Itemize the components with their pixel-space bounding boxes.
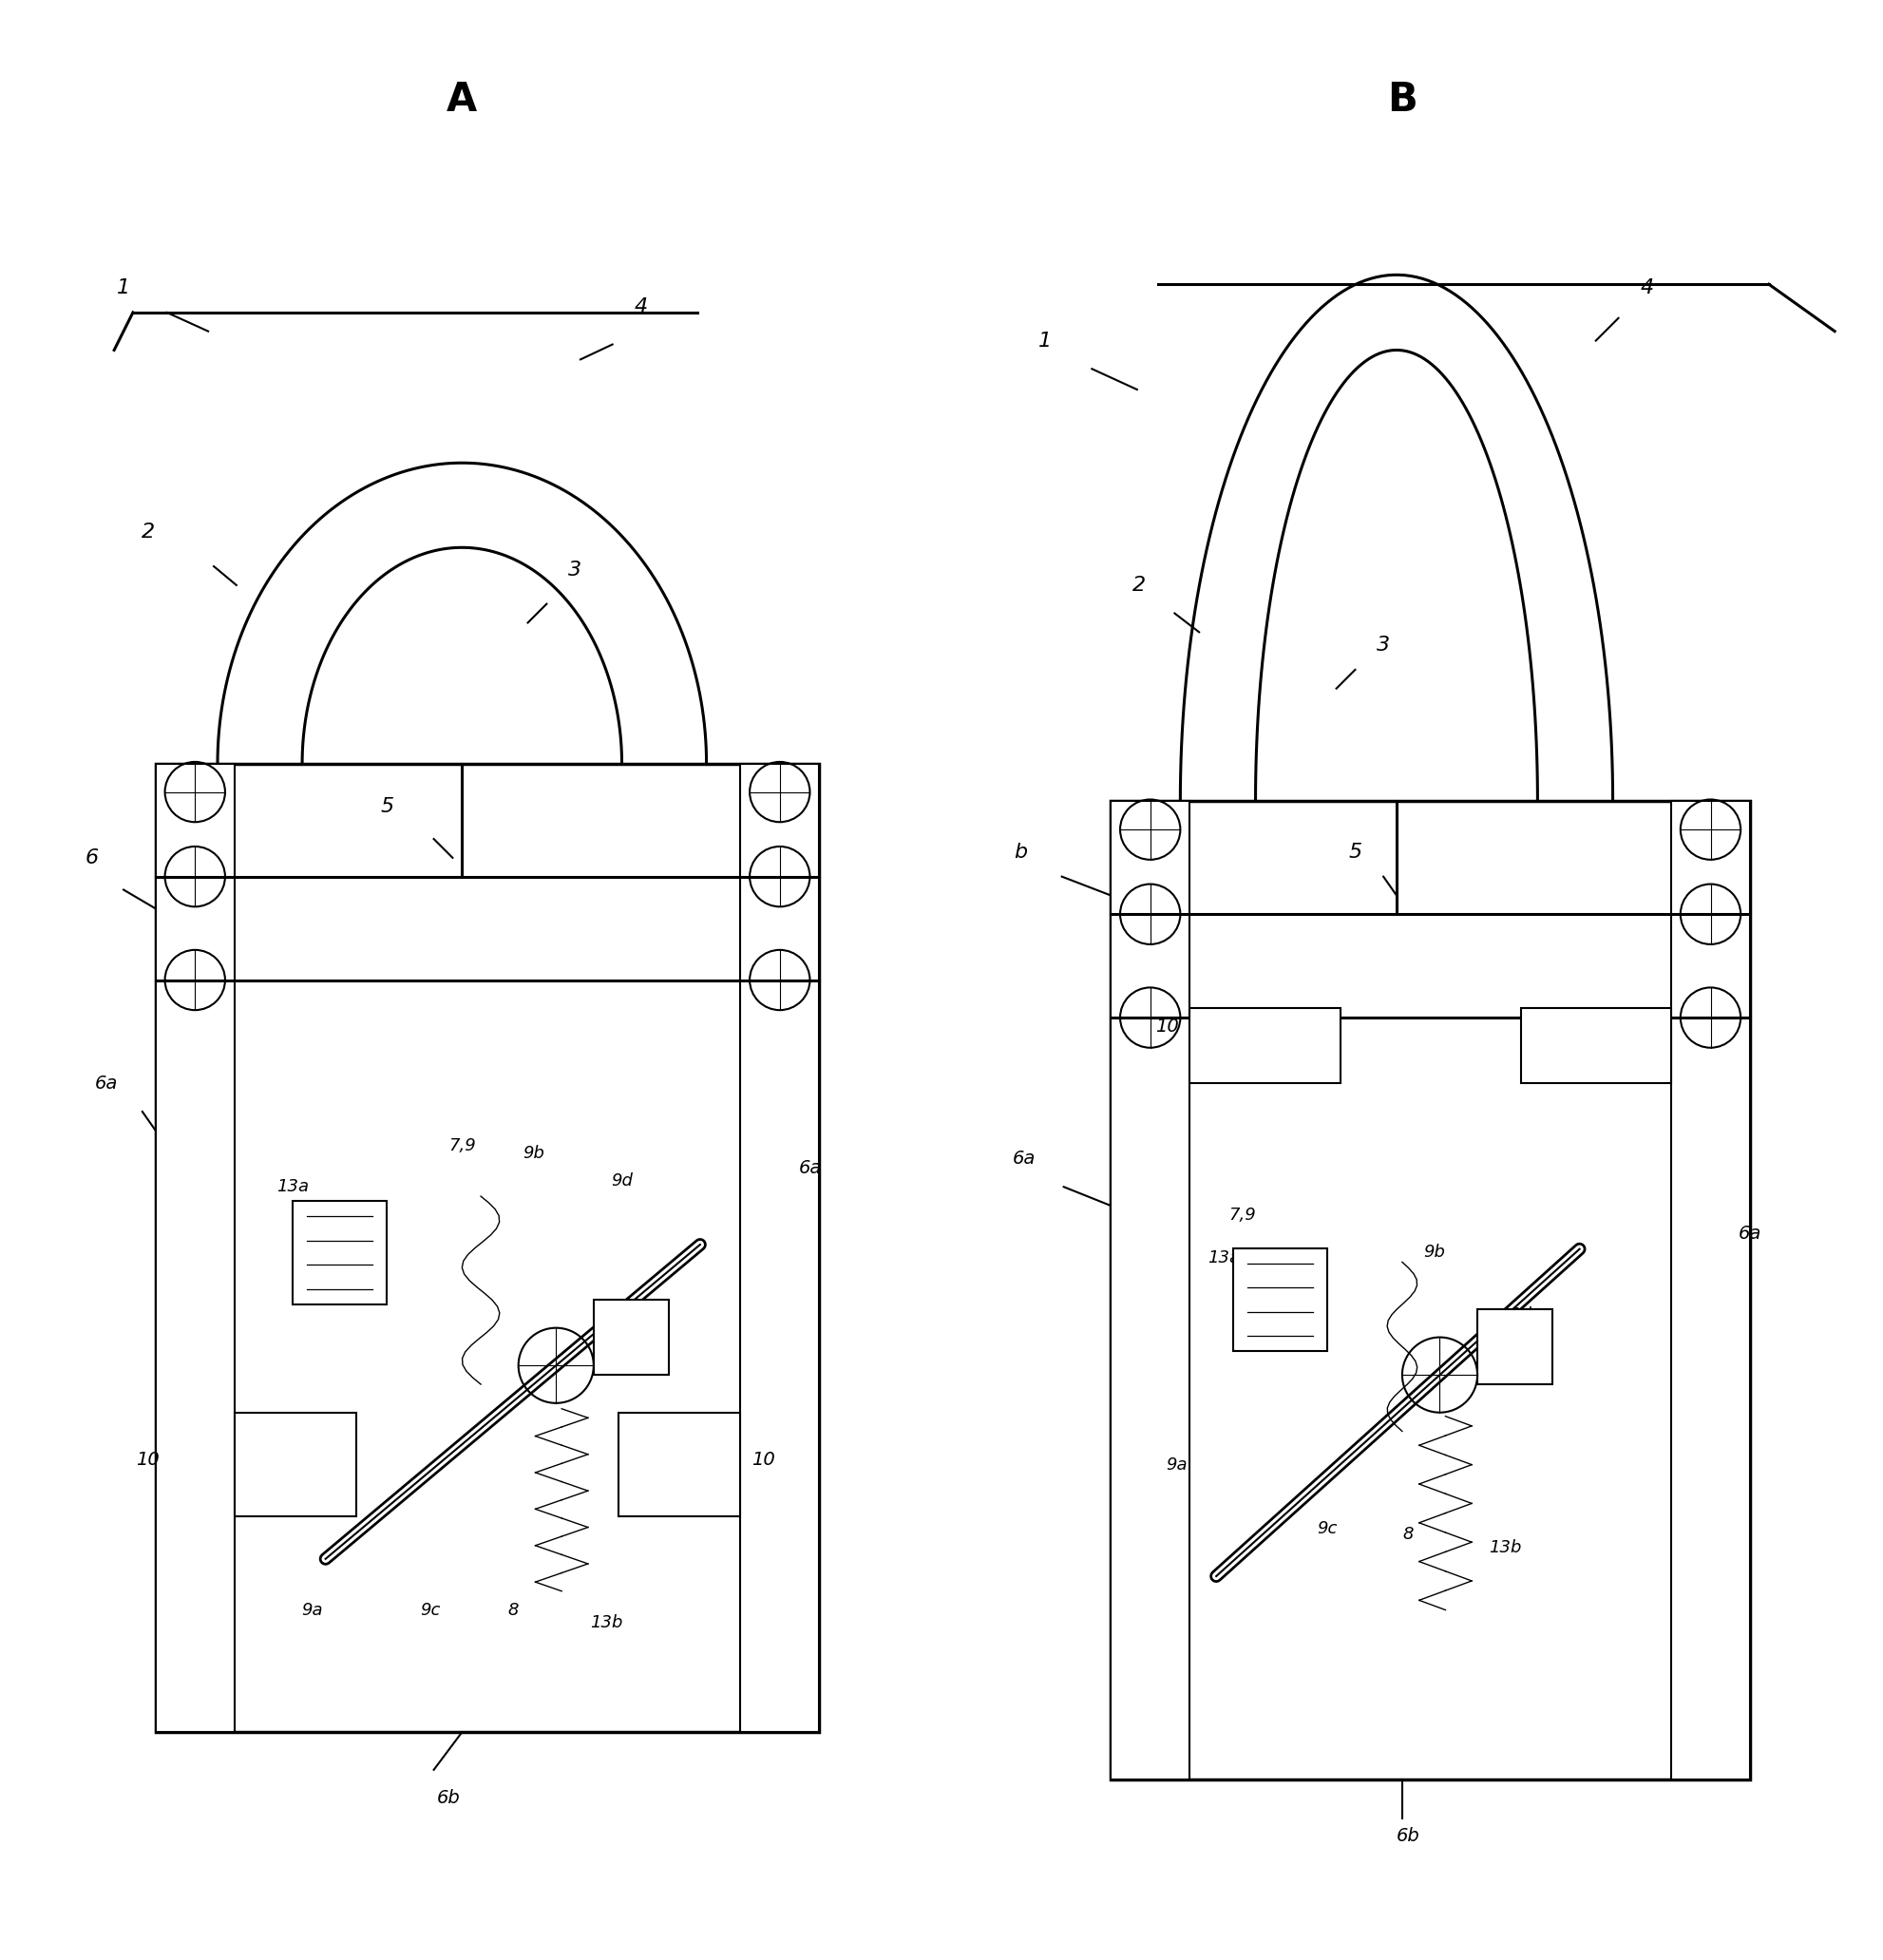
- Text: 9c: 9c: [420, 1601, 441, 1619]
- Text: 10: 10: [1602, 1017, 1627, 1037]
- Text: 7,9: 7,9: [448, 1137, 476, 1154]
- Text: 7,9: 7,9: [1230, 1207, 1256, 1223]
- Text: 8: 8: [507, 1601, 518, 1619]
- Text: 9a: 9a: [301, 1601, 322, 1619]
- Text: 13b: 13b: [591, 1615, 623, 1631]
- Text: 6a: 6a: [1738, 1225, 1762, 1243]
- Bar: [593, 1299, 668, 1374]
- Text: 9b: 9b: [1424, 1245, 1444, 1260]
- Bar: [156, 764, 819, 1733]
- Text: 13b: 13b: [1489, 1539, 1521, 1556]
- Text: 9d: 9d: [1510, 1305, 1531, 1323]
- Text: 10: 10: [751, 1450, 774, 1468]
- Text: 5: 5: [1348, 843, 1361, 862]
- Text: b: b: [1013, 843, 1028, 862]
- Bar: [235, 1413, 356, 1515]
- Bar: [618, 1413, 740, 1515]
- Text: 9a: 9a: [1166, 1456, 1188, 1474]
- Bar: [292, 1201, 386, 1303]
- Text: 6: 6: [85, 849, 98, 866]
- Text: 13a: 13a: [277, 1178, 309, 1196]
- Bar: [1233, 1249, 1328, 1350]
- Text: 1: 1: [1038, 331, 1051, 351]
- Text: 1: 1: [117, 278, 130, 298]
- Text: 5: 5: [380, 798, 394, 817]
- Text: 6a: 6a: [798, 1158, 821, 1178]
- Text: 13a: 13a: [1207, 1250, 1239, 1266]
- Text: B: B: [1388, 80, 1418, 120]
- Bar: [1190, 1007, 1341, 1084]
- Text: 6b: 6b: [1395, 1827, 1420, 1844]
- Text: 4: 4: [635, 298, 648, 316]
- Text: 2: 2: [1132, 576, 1145, 594]
- Text: 3: 3: [1376, 635, 1390, 655]
- Text: 9d: 9d: [610, 1172, 633, 1190]
- Text: 10: 10: [136, 1450, 160, 1468]
- Bar: [1111, 802, 1749, 1780]
- Bar: [1111, 802, 1190, 1780]
- Text: 10: 10: [1156, 1017, 1179, 1037]
- Text: 6a: 6a: [1013, 1151, 1036, 1168]
- Text: A: A: [446, 80, 476, 120]
- Text: 6a: 6a: [94, 1074, 119, 1092]
- Bar: [156, 764, 235, 1733]
- Bar: [1478, 1309, 1553, 1384]
- Text: 3: 3: [569, 561, 582, 580]
- Text: 8: 8: [1403, 1527, 1414, 1543]
- Bar: [740, 764, 819, 1733]
- Text: 9c: 9c: [1316, 1521, 1337, 1539]
- Bar: [1521, 1007, 1670, 1084]
- Text: 6b: 6b: [437, 1789, 461, 1807]
- Text: 4: 4: [1640, 278, 1653, 298]
- Text: 2: 2: [141, 523, 154, 543]
- Text: 9b: 9b: [523, 1145, 544, 1162]
- Bar: [1670, 802, 1749, 1780]
